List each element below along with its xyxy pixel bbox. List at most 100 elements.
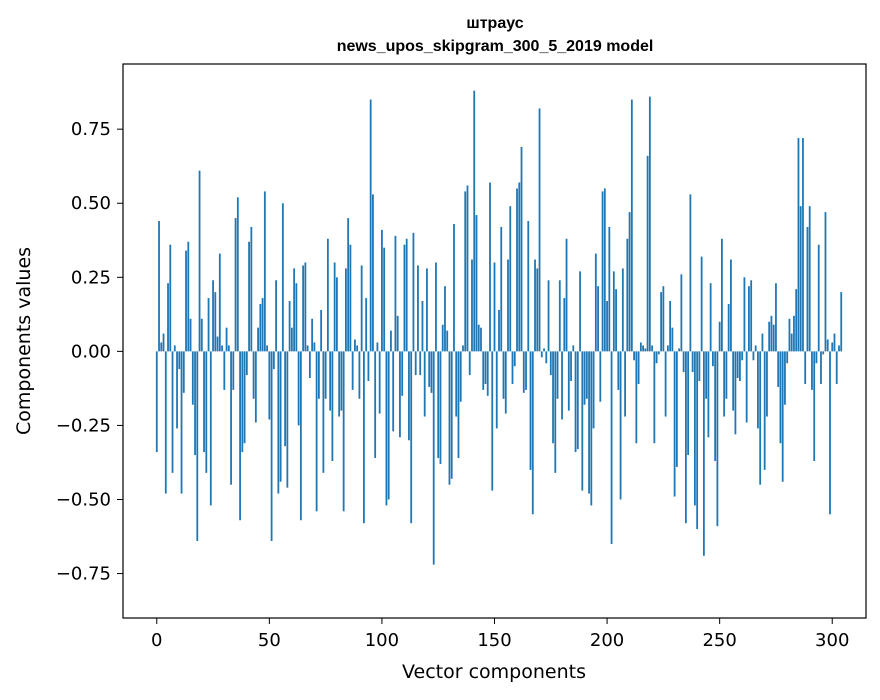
bar-228: [669, 301, 672, 352]
bar-147: [486, 351, 489, 396]
bar-67: [306, 345, 309, 352]
bar-22: [205, 351, 208, 473]
bar-162: [520, 146, 523, 352]
bar-297: [824, 212, 827, 352]
bar-294: [817, 244, 820, 352]
bar-266: [754, 345, 757, 352]
bar-118: [421, 301, 424, 352]
bar-286: [799, 206, 802, 352]
bar-281: [788, 318, 791, 352]
bar-18: [196, 351, 199, 541]
bar-221: [653, 351, 656, 444]
bar-184: [570, 351, 572, 381]
bar-72: [317, 351, 320, 399]
bar-58: [286, 351, 289, 488]
bar-155: [504, 351, 507, 414]
bar-234: [682, 351, 685, 373]
bar-94: [367, 351, 370, 381]
bar-83: [342, 351, 345, 512]
bar-283: [793, 315, 795, 352]
bar-158: [511, 351, 514, 384]
bar-231: [675, 351, 678, 467]
bar-208: [624, 351, 626, 417]
bar-244: [705, 351, 708, 399]
bar-254: [727, 303, 730, 352]
bar-95: [369, 99, 372, 352]
bar-218: [646, 155, 649, 352]
bar-133: [455, 351, 458, 417]
bar-91: [360, 265, 363, 352]
bar-171: [540, 351, 543, 358]
bar-45: [257, 327, 259, 352]
bar-173: [545, 351, 548, 364]
bar-190: [583, 351, 586, 405]
bar-188: [579, 271, 581, 352]
bar-10: [178, 351, 181, 370]
bar-275: [775, 283, 777, 352]
y-tick-label: 0.25: [71, 267, 111, 288]
bar-121: [428, 351, 431, 387]
bar-17: [194, 351, 196, 456]
bar-106: [394, 235, 397, 352]
bar-92: [363, 351, 365, 524]
bar-183: [567, 351, 570, 411]
bar-123: [432, 351, 435, 565]
bar-53: [275, 280, 277, 352]
bar-270: [763, 351, 766, 470]
bar-284: [795, 289, 798, 352]
chart-title-line1: штраус: [466, 15, 523, 32]
bar-151: [495, 351, 498, 429]
bar-217: [644, 348, 647, 352]
bar-268: [759, 351, 762, 485]
bar-74: [322, 351, 325, 473]
bar-141: [473, 90, 476, 352]
bar-146: [484, 351, 487, 384]
bar-168: [534, 259, 536, 352]
bar-176: [552, 351, 554, 444]
bar-252: [723, 351, 726, 417]
bar-131: [450, 351, 453, 479]
bar-153: [500, 226, 503, 352]
bar-216: [642, 345, 644, 352]
bar-197: [599, 351, 602, 402]
bar-227: [666, 345, 669, 352]
bar-93: [365, 298, 368, 352]
bar-143: [477, 324, 480, 352]
y-tick-label: −0.50: [56, 489, 111, 510]
bar-240: [696, 351, 699, 530]
bar-111: [405, 238, 408, 352]
bar-5: [167, 283, 169, 352]
bar-182: [565, 238, 568, 352]
bar-160: [516, 188, 518, 352]
bar-149: [491, 351, 494, 491]
bar-21: [203, 351, 205, 453]
bar-282: [790, 333, 793, 352]
bar-246: [709, 283, 712, 352]
bar-7: [171, 351, 174, 473]
bar-128: [444, 286, 446, 352]
bar-242: [700, 256, 703, 352]
x-axis-ticks: 0 50 100 150 200 250 300: [151, 618, 849, 651]
bar-59: [288, 301, 291, 352]
bar-136: [462, 345, 464, 352]
bar-0: [155, 351, 158, 453]
bar-245: [707, 351, 710, 438]
y-axis-label: Components values: [13, 247, 35, 435]
bar-295: [820, 351, 822, 384]
bar-253: [725, 351, 728, 399]
bar-32: [227, 345, 230, 352]
bar-207: [621, 268, 624, 352]
bar-291: [811, 351, 813, 390]
x-tick-label: 250: [702, 630, 736, 651]
bar-13: [185, 250, 187, 352]
bar-71: [315, 351, 318, 512]
bar-29: [221, 345, 223, 352]
bar-279: [784, 351, 786, 405]
bar-192: [588, 351, 590, 494]
bar-26: [214, 292, 217, 352]
bar-181: [563, 298, 566, 352]
bar-189: [581, 351, 584, 491]
bar-296: [822, 351, 825, 355]
bar-156: [507, 259, 509, 352]
